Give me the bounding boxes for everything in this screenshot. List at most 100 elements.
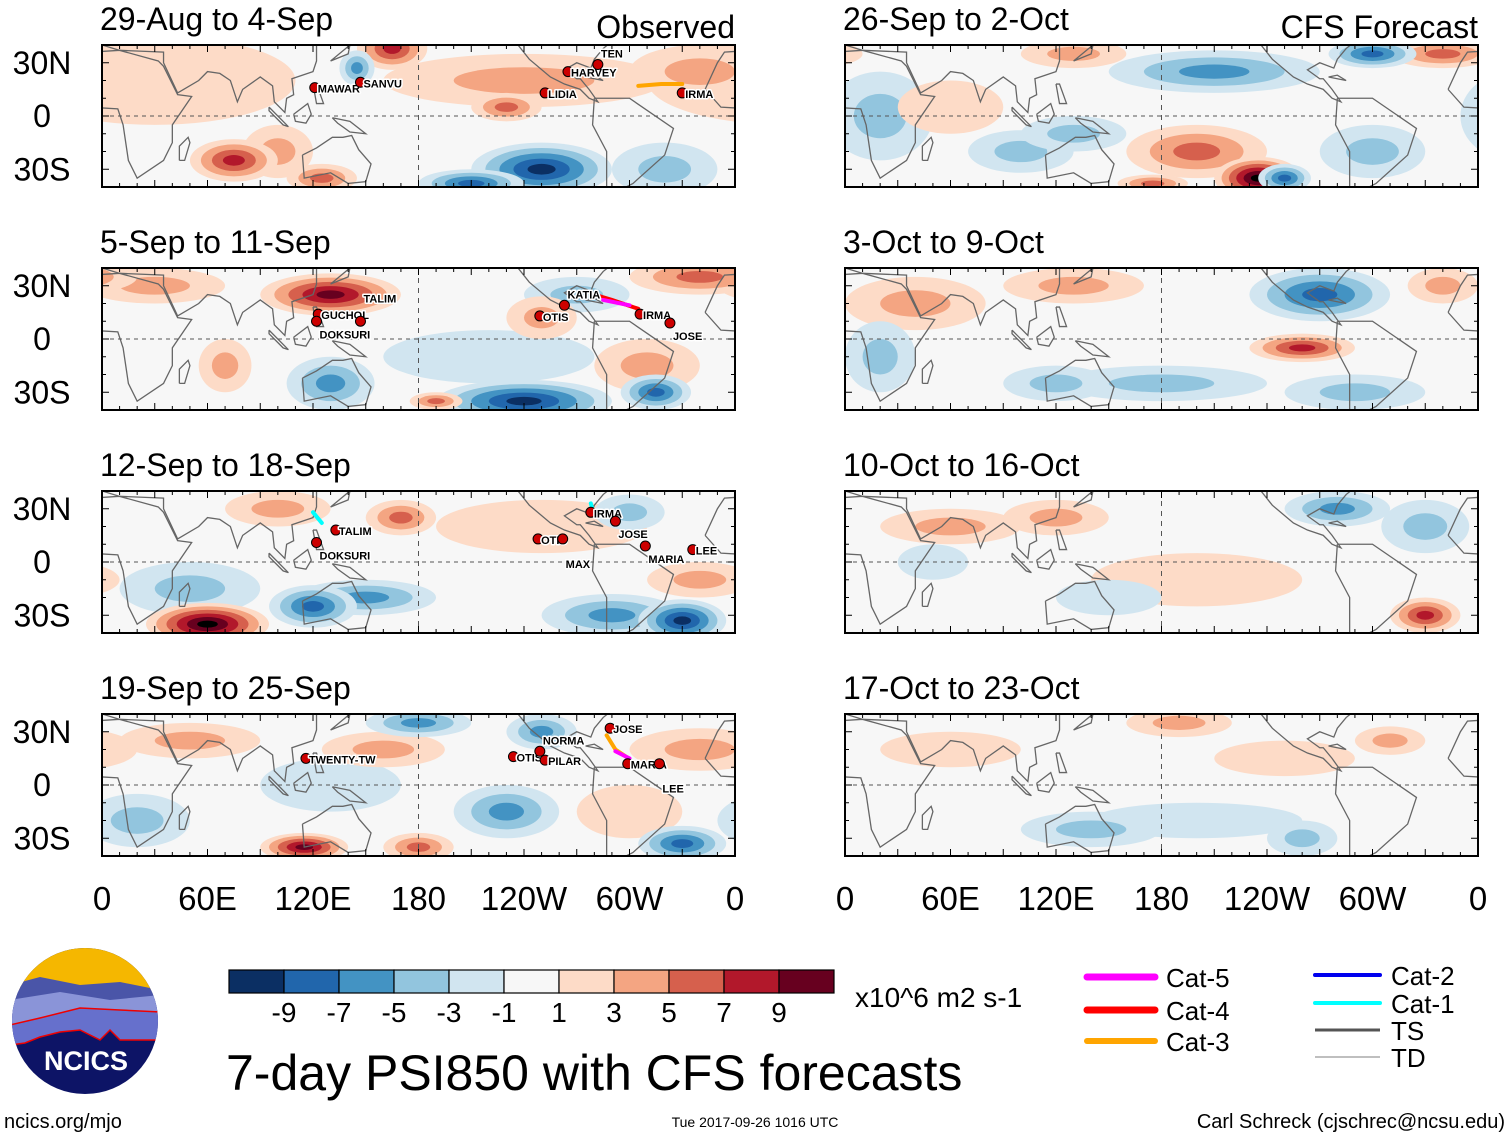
colorbar-tick-label: -3 (437, 997, 462, 1028)
anomaly-contour (488, 802, 524, 821)
anomaly-contour (880, 731, 1021, 768)
anomaly-contour (638, 155, 692, 183)
anomaly-contour (1047, 124, 1100, 143)
coastline (1055, 83, 1068, 105)
coastline (1073, 714, 1094, 731)
panel-title: 26-Sep to 2-Oct (843, 1, 1069, 37)
storm-label: IRMA (643, 310, 671, 322)
storm-marker: JOSE (604, 722, 644, 738)
coastline (591, 320, 675, 410)
coastline (1073, 491, 1094, 508)
anomaly-contour (383, 330, 595, 384)
storm-label: JOSE (673, 331, 702, 343)
coastline (1328, 743, 1347, 751)
negative-anomaly (102, 793, 735, 848)
positive-anomaly (1117, 174, 1188, 187)
anomaly-contour (897, 80, 1004, 134)
anomaly-contour (775, 44, 845, 63)
hurricane-icon (507, 751, 519, 763)
coastline (301, 580, 372, 631)
coastline (102, 495, 193, 626)
coastline (1334, 543, 1418, 633)
hurricane-icon (354, 76, 366, 88)
coastline (921, 805, 934, 831)
anomaly-contour (671, 839, 694, 849)
coastline (1011, 106, 1032, 128)
anomaly-contour (102, 269, 114, 285)
anomaly-contour (1284, 829, 1320, 848)
coastline (1055, 752, 1068, 774)
lat-label: 0 (33, 321, 51, 357)
coastline (102, 268, 318, 337)
coastline (1260, 268, 1352, 327)
legend-item: Cat-5 (1083, 963, 1230, 993)
hurricane-icon (557, 533, 569, 545)
map-panel-forecast: 17-Oct to 23-Oct (843, 670, 1479, 857)
logo-text: NCICS (44, 1046, 128, 1076)
colorbar-swatch (283, 969, 340, 994)
coastline (585, 743, 604, 751)
coastline (1073, 268, 1094, 285)
footer-url[interactable]: ncics.org/mjo (4, 1111, 122, 1133)
anomaly-contour (664, 58, 735, 85)
coastline (331, 340, 368, 358)
colorbar-tick-label: -5 (382, 997, 407, 1028)
legend-label: Cat-5 (1166, 963, 1230, 993)
coastline (268, 329, 289, 351)
anomaly-contour (770, 513, 814, 540)
negative-anomaly (1020, 811, 1162, 848)
anomaly-contour (383, 45, 401, 54)
coastline (1011, 552, 1032, 574)
coastline (1328, 297, 1347, 305)
storm-marker: DOKSURI (311, 536, 372, 564)
storm-track (613, 749, 632, 761)
coastline (585, 74, 604, 82)
positive-anomaly (775, 597, 1461, 633)
positive-anomaly (1003, 268, 1144, 304)
storm-marker: JOSE (664, 317, 704, 345)
anomaly-contour (1425, 276, 1461, 295)
anomaly-contour (1478, 321, 1510, 392)
hurricane-icon (676, 87, 688, 99)
anomaly-contour (1425, 49, 1461, 59)
lon-label: 0 (93, 880, 111, 917)
coastline (1260, 491, 1352, 550)
positive-anomaly (1407, 268, 1478, 304)
coastline (102, 272, 193, 403)
hurricane-icon (330, 524, 342, 536)
coastline (301, 357, 372, 408)
coastline (293, 548, 312, 570)
lat-label: 30N (13, 714, 72, 750)
map-panels: 29-Aug to 4-Sep MAWAR SANVU LIDIA HARVEY TEN I… (100, 1, 1510, 857)
storm-marker: JOSE (609, 515, 649, 543)
storm-label: TWENTY-TW (309, 754, 376, 766)
colorbar-swatch (613, 969, 670, 994)
storm-label: MARIA (648, 554, 684, 566)
anomaly-contour (1372, 733, 1408, 748)
anomaly-contour (588, 608, 636, 623)
positive-anomaly (1354, 726, 1426, 755)
footer-timestamp: Tue 2017-09-26 1016 UTC (672, 1114, 839, 1130)
coastline (331, 117, 368, 135)
positive-anomaly (102, 45, 735, 99)
storm-label: PILAR (548, 756, 581, 768)
coastline (1334, 766, 1418, 856)
coastline (312, 752, 325, 774)
hurricane-icon (534, 310, 546, 322)
panel-title: 17-Oct to 23-Oct (843, 670, 1080, 706)
hurricane-icon (687, 544, 699, 556)
colorbar-swatch (503, 969, 560, 994)
negative-anomaly (1003, 365, 1109, 402)
anomaly-contour (775, 606, 810, 624)
storm-marker: LIDIA (539, 87, 578, 102)
anomaly-contour (316, 290, 345, 299)
lat-label: 30N (13, 45, 72, 81)
coastline (178, 805, 191, 831)
coastline (178, 136, 191, 162)
storm-marker: IRMA (676, 87, 715, 102)
coastlines (845, 714, 1478, 856)
anomaly-contour (102, 566, 120, 593)
storm-label: TEN (601, 49, 623, 61)
coastline (845, 272, 936, 403)
positive-anomaly (189, 139, 278, 182)
